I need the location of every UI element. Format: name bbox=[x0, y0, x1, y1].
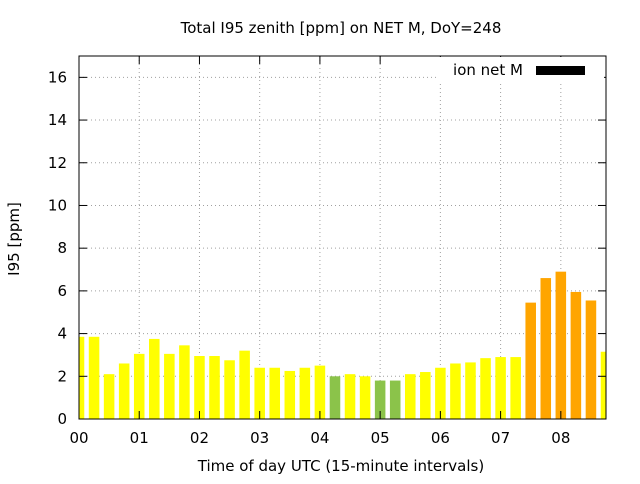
bar bbox=[389, 380, 401, 419]
bar bbox=[103, 374, 115, 419]
bar bbox=[329, 376, 341, 419]
grid-lines bbox=[79, 56, 606, 419]
plot-border bbox=[78, 55, 607, 420]
x-axis-label: Time of day UTC (15-minute intervals) bbox=[197, 457, 484, 475]
bar bbox=[209, 356, 220, 419]
bar bbox=[133, 353, 145, 419]
bar bbox=[149, 338, 160, 419]
bar bbox=[314, 365, 326, 419]
legend: ion net M bbox=[438, 57, 604, 84]
y-tick-label: 12 bbox=[48, 154, 67, 172]
bar bbox=[435, 367, 446, 419]
bar bbox=[600, 351, 606, 419]
legend-label: ion net M bbox=[453, 61, 523, 79]
bar bbox=[224, 360, 235, 419]
bar bbox=[88, 336, 100, 419]
x-tick-label: 05 bbox=[371, 429, 390, 447]
x-tick-label: 02 bbox=[190, 429, 209, 447]
bar bbox=[465, 362, 476, 419]
bar bbox=[510, 357, 521, 419]
bar bbox=[299, 367, 311, 419]
y-tick-label: 14 bbox=[48, 111, 67, 129]
x-tick-label: 01 bbox=[130, 429, 149, 447]
y-tick-label: 4 bbox=[57, 325, 67, 343]
bar bbox=[239, 350, 250, 419]
bar bbox=[179, 345, 190, 419]
bar bbox=[404, 374, 416, 419]
y-tick-label: 10 bbox=[48, 196, 67, 214]
bar bbox=[284, 370, 296, 419]
bar bbox=[540, 278, 552, 419]
y-tick-label: 8 bbox=[57, 239, 67, 257]
y-tick-label: 16 bbox=[48, 68, 67, 86]
bar bbox=[420, 372, 431, 419]
bar bbox=[450, 363, 461, 419]
bars bbox=[79, 271, 606, 419]
bar bbox=[585, 300, 597, 419]
bar bbox=[374, 380, 386, 419]
y-tick-label: 6 bbox=[57, 282, 67, 300]
bar bbox=[525, 302, 536, 419]
x-tick-label: 00 bbox=[69, 429, 88, 447]
bar bbox=[164, 353, 175, 419]
legend-swatch bbox=[536, 66, 585, 75]
bar bbox=[269, 367, 281, 419]
bar bbox=[254, 367, 265, 419]
y-tick-label: 2 bbox=[57, 367, 67, 385]
x-tick-label: 04 bbox=[310, 429, 329, 447]
y-tick-label: 0 bbox=[57, 410, 67, 428]
x-tick-label: 03 bbox=[250, 429, 269, 447]
x-tick-label: 06 bbox=[431, 429, 450, 447]
x-tick-label: 08 bbox=[551, 429, 570, 447]
bar bbox=[194, 356, 205, 419]
bar bbox=[495, 357, 506, 419]
chart-title: Total I95 zenith [ppm] on NET M, DoY=248 bbox=[180, 19, 502, 37]
bar bbox=[480, 358, 491, 419]
bar bbox=[79, 336, 85, 419]
bar bbox=[555, 271, 567, 419]
y-axis-label: I95 [ppm] bbox=[5, 202, 23, 276]
bar bbox=[570, 291, 582, 419]
bar bbox=[359, 376, 371, 419]
bar bbox=[118, 363, 130, 419]
bar bbox=[344, 374, 356, 419]
x-tick-label: 07 bbox=[491, 429, 510, 447]
